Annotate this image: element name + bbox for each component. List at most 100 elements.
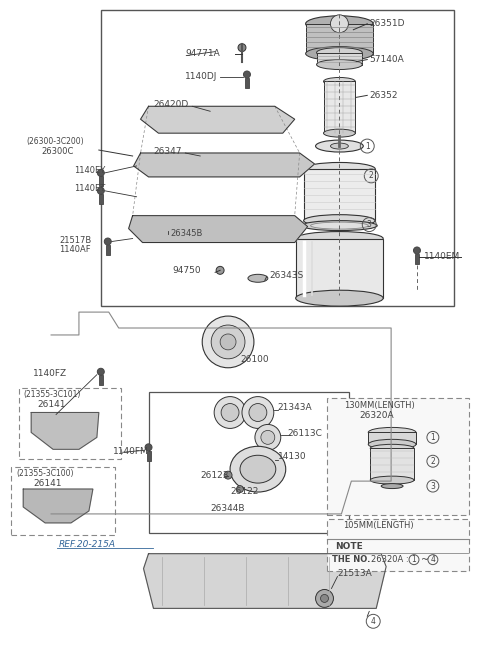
Text: 1140EY: 1140EY [74,166,105,175]
Text: 94771A: 94771A [185,49,220,58]
Polygon shape [23,489,93,523]
Circle shape [237,486,243,493]
Circle shape [160,223,170,233]
Text: 4: 4 [431,555,435,564]
Circle shape [224,471,232,479]
Bar [415,254,419,264]
Bar [368,432,416,444]
Text: 1140AF: 1140AF [59,245,91,254]
Polygon shape [144,554,386,608]
Text: 1140EM: 1140EM [424,252,460,261]
Text: 26352: 26352 [369,91,398,100]
Text: 57140A: 57140A [369,55,404,64]
Text: 21513A: 21513A [337,569,372,578]
Text: 1: 1 [412,555,416,564]
Circle shape [255,424,281,450]
Ellipse shape [368,440,416,449]
Text: 26345B: 26345B [170,229,203,238]
Text: (21355-3C100): (21355-3C100) [16,468,74,478]
Text: 26343S: 26343S [270,271,304,280]
Text: 26347: 26347 [154,147,182,156]
Text: 130MM(LENGTH): 130MM(LENGTH) [344,401,415,410]
Circle shape [202,316,254,368]
Ellipse shape [240,455,276,483]
Text: ~: ~ [421,555,429,564]
Text: 3: 3 [367,220,372,229]
Bar [327,519,468,570]
Text: 26300C: 26300C [41,147,73,156]
Text: 1140ET: 1140ET [74,185,105,193]
Bar [316,53,362,64]
Text: 26113C: 26113C [288,429,323,438]
Ellipse shape [330,143,348,149]
Polygon shape [129,215,308,242]
Ellipse shape [301,221,377,231]
Ellipse shape [370,476,414,484]
Circle shape [315,589,334,607]
Circle shape [97,369,104,375]
Bar [146,451,151,461]
Ellipse shape [296,231,383,246]
Circle shape [221,403,239,421]
Ellipse shape [304,215,375,227]
Text: 94750: 94750 [172,266,201,275]
Bar [327,397,468,515]
Circle shape [216,266,224,275]
Bar [306,24,373,54]
Text: REF.20-215A: REF.20-215A [59,540,116,549]
Text: 26351D: 26351D [369,19,405,28]
Text: 26141: 26141 [33,478,62,487]
Ellipse shape [230,446,286,492]
Text: (21355-3C101): (21355-3C101) [23,390,81,399]
Text: 1140DJ: 1140DJ [185,72,218,81]
Bar [101,10,454,306]
Ellipse shape [316,48,362,58]
Bar [99,375,103,385]
Bar [148,392,349,533]
Circle shape [242,397,274,428]
Bar [304,169,375,221]
Text: 26344B: 26344B [210,505,245,514]
Text: 2: 2 [431,457,435,466]
Polygon shape [133,153,314,177]
Circle shape [238,43,246,52]
Ellipse shape [324,129,355,137]
Text: 1140FZ: 1140FZ [33,369,67,378]
Circle shape [330,15,348,33]
Bar [19,388,120,459]
Circle shape [211,325,245,359]
Bar [99,194,103,204]
Ellipse shape [324,78,355,85]
Polygon shape [31,413,99,449]
Text: 26100: 26100 [240,355,269,365]
Text: 1: 1 [431,433,435,442]
Bar [106,245,110,255]
Text: 26320A: 26320A [360,411,394,420]
Ellipse shape [296,290,383,306]
Text: 21517B: 21517B [59,236,91,245]
Text: (26300-3C200): (26300-3C200) [26,137,84,146]
Ellipse shape [304,162,375,175]
Bar [296,238,383,298]
Circle shape [321,595,328,602]
Ellipse shape [368,428,416,438]
Circle shape [220,334,236,350]
Circle shape [249,403,267,421]
Bar [245,78,249,88]
Bar [12,467,115,535]
Ellipse shape [306,47,373,60]
Text: 14130: 14130 [278,452,306,461]
Polygon shape [141,106,295,133]
Text: 1: 1 [365,141,370,150]
Bar [99,176,103,187]
Text: 2: 2 [369,171,373,181]
Ellipse shape [381,484,403,489]
Text: 26141: 26141 [37,400,66,409]
Ellipse shape [248,275,268,283]
Circle shape [243,71,251,78]
Ellipse shape [311,222,368,229]
Text: 26122: 26122 [230,487,258,495]
Circle shape [413,247,420,254]
Circle shape [97,170,104,176]
Circle shape [214,397,246,428]
